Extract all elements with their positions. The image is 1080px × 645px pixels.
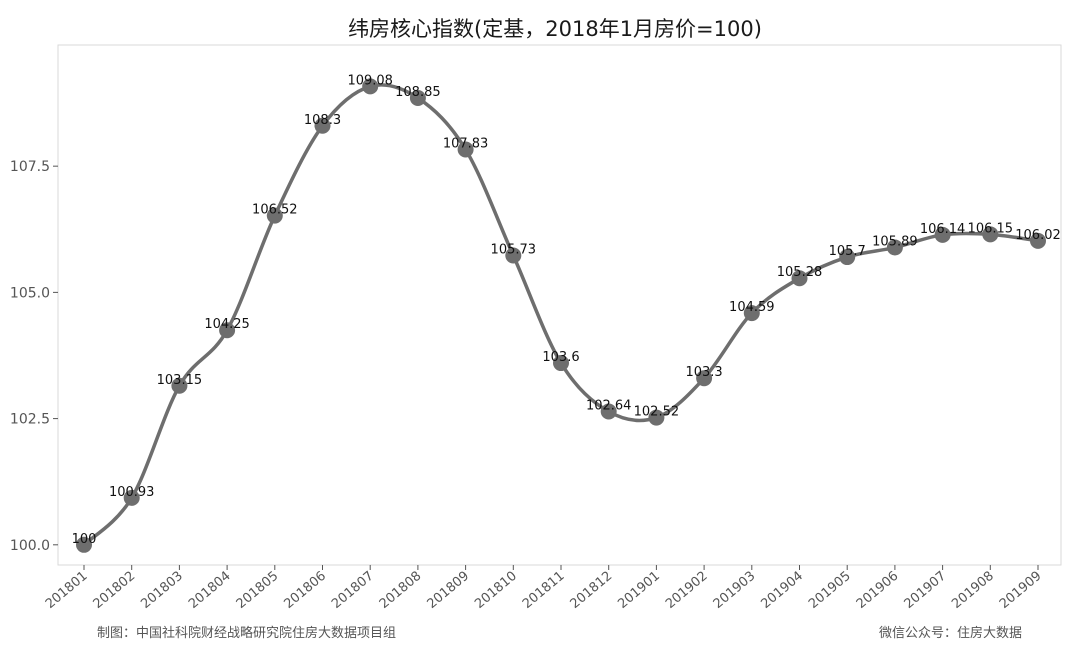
data-point <box>409 90 426 107</box>
data-point <box>314 117 331 134</box>
data-point <box>743 305 760 322</box>
plot-panel-border <box>57 44 1062 566</box>
y-tick-label: 107.5 <box>10 159 50 175</box>
data-labels: 100100.93103.15104.25106.52108.3109.0810… <box>72 73 1061 546</box>
y-axis: 100.0 102.5 105.0 107.5 <box>10 159 58 554</box>
data-point <box>648 409 665 426</box>
x-tick-label: 201902 <box>663 569 711 612</box>
data-label: 100 <box>72 532 97 547</box>
data-label: 105.89 <box>872 234 918 249</box>
data-label: 107.83 <box>443 137 489 152</box>
y-tick-label: 105.0 <box>10 285 50 301</box>
data-point <box>76 536 92 553</box>
footer-credit: 制图：中国社科院财经战略研究院住房大数据项目组 <box>97 625 396 641</box>
x-axis: 201801 201802 201803 201804 201805 201806 2018… <box>43 565 1045 612</box>
x-tick-label: 201811 <box>520 569 568 612</box>
y-tick-label: 102.5 <box>10 412 50 428</box>
x-tick-label: 201812 <box>568 569 616 612</box>
data-label: 106.52 <box>252 203 298 218</box>
data-label: 105.28 <box>777 265 823 280</box>
data-label: 103.15 <box>157 373 203 388</box>
data-point <box>505 247 522 264</box>
y-tick-label: 100.0 <box>10 538 50 554</box>
x-tick-label: 201905 <box>806 569 854 612</box>
x-tick-label: 201904 <box>758 569 806 612</box>
data-point <box>266 207 283 224</box>
footer-wechat: 微信公众号：住房大数据 <box>879 625 1022 641</box>
x-tick-label: 201807 <box>329 569 377 612</box>
data-label: 105.7 <box>829 244 866 259</box>
x-tick-label: 201908 <box>949 569 997 612</box>
x-tick-label: 201804 <box>186 569 234 612</box>
data-point <box>696 370 713 387</box>
x-tick-label: 201802 <box>91 569 139 612</box>
data-point <box>982 226 999 243</box>
x-tick-label: 201809 <box>425 569 473 612</box>
data-point <box>839 249 856 266</box>
data-point <box>600 403 617 420</box>
x-tick-label: 201803 <box>138 569 186 612</box>
data-label: 109.08 <box>347 73 393 88</box>
x-tick-label: 201810 <box>472 569 520 612</box>
x-tick-label: 201903 <box>711 569 759 612</box>
data-label: 102.64 <box>586 399 632 414</box>
chart-title: 纬房核心指数(定基，2018年1月房价=100) <box>348 17 762 41</box>
data-label: 104.25 <box>204 317 250 332</box>
x-tick-label: 201808 <box>377 569 425 612</box>
data-label: 100.93 <box>109 485 155 500</box>
x-tick-label: 201909 <box>997 569 1045 612</box>
data-point <box>457 141 474 158</box>
data-point <box>934 226 951 243</box>
x-tick-label: 201907 <box>902 569 950 612</box>
x-tick-label: 201805 <box>234 569 282 612</box>
data-label: 103.6 <box>542 350 579 365</box>
data-label: 106.14 <box>920 222 966 237</box>
data-point <box>791 270 808 287</box>
data-label: 108.3 <box>304 113 341 128</box>
data-label: 106.15 <box>968 221 1014 236</box>
data-point <box>171 377 188 394</box>
data-label: 106.02 <box>1015 228 1061 243</box>
series-line <box>82 83 1039 547</box>
data-point <box>1030 232 1046 249</box>
data-point <box>219 322 236 339</box>
data-point <box>362 78 379 95</box>
data-label: 104.59 <box>729 300 775 315</box>
series-line-path <box>82 83 1039 547</box>
data-point <box>123 489 140 506</box>
data-label: 105.73 <box>491 243 537 258</box>
x-tick-label: 201906 <box>854 569 902 612</box>
data-label: 103.3 <box>685 365 722 380</box>
data-point <box>553 355 569 372</box>
x-tick-label: 201806 <box>281 569 329 612</box>
data-points <box>76 78 1046 553</box>
data-label: 108.85 <box>395 85 441 100</box>
x-tick-label: 201801 <box>43 569 91 612</box>
x-tick-label: 201901 <box>615 569 663 612</box>
data-point <box>886 239 903 256</box>
data-label: 102.52 <box>634 405 680 420</box>
